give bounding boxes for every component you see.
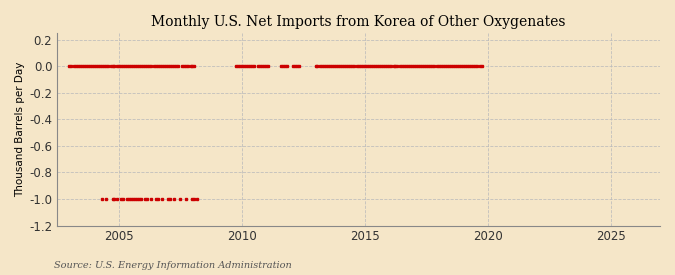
Title: Monthly U.S. Net Imports from Korea of Other Oxygenates: Monthly U.S. Net Imports from Korea of O… — [151, 15, 566, 29]
Y-axis label: Thousand Barrels per Day: Thousand Barrels per Day — [15, 62, 25, 197]
Text: Source: U.S. Energy Information Administration: Source: U.S. Energy Information Administ… — [54, 260, 292, 270]
